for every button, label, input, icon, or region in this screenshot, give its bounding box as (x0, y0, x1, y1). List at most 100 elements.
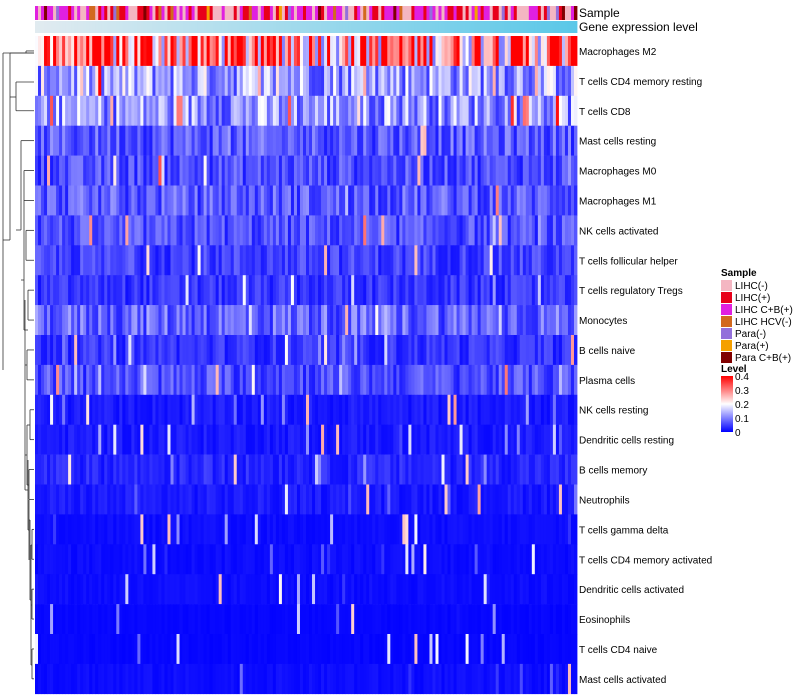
heatmap-cell (50, 424, 54, 455)
heatmap-cell (101, 245, 105, 276)
heatmap-cell (558, 185, 563, 216)
heatmap-cell (134, 95, 138, 126)
heatmap-cell (236, 364, 241, 396)
heatmap-cell (212, 245, 217, 276)
heatmap-cell (534, 424, 539, 455)
heatmap-cell (471, 604, 476, 635)
heatmap-cell (215, 275, 220, 306)
heatmap-cell (360, 454, 364, 485)
heatmap-cell (414, 185, 418, 216)
heatmap-cell (510, 454, 515, 485)
heatmap-cell (134, 364, 138, 396)
heatmap-cell (513, 424, 518, 455)
heatmap-cell (77, 484, 81, 515)
heatmap-cell (516, 364, 521, 396)
gene-expression-cell (65, 21, 69, 33)
heatmap-cell (492, 663, 497, 695)
heatmap-cell (306, 36, 310, 67)
heatmap-cell (161, 604, 165, 635)
heatmap-cell (299, 65, 304, 97)
heatmap-cell (158, 424, 162, 455)
heatmap-cell (516, 215, 521, 246)
heatmap-cell (393, 514, 397, 545)
heatmap-cell (50, 65, 54, 97)
heatmap-cell (543, 514, 548, 545)
heatmap-cell (203, 634, 208, 665)
heatmap-cell (41, 335, 45, 366)
heatmap-cell (375, 305, 379, 336)
heatmap-cell (41, 215, 45, 246)
heatmap-cell (546, 185, 551, 216)
heatmap-cell (293, 514, 298, 545)
heatmap-cell (519, 634, 524, 665)
sample-annotation-cell (471, 6, 476, 20)
heatmap-cell (128, 424, 132, 455)
heatmap-cell (293, 634, 298, 665)
heatmap-cell (278, 245, 283, 276)
heatmap-cell (558, 394, 563, 425)
heatmap-cell (345, 663, 349, 695)
gene-expression-cell (170, 21, 174, 33)
heatmap-cell (89, 275, 93, 306)
heatmap-cell (275, 394, 280, 425)
gene-expression-cell (275, 21, 280, 33)
heatmap-cell (236, 125, 241, 156)
heatmap-cell (56, 424, 60, 455)
heatmap-cell (411, 544, 415, 575)
heatmap-cell (351, 634, 355, 665)
heatmap-cell (284, 245, 289, 276)
heatmap-cell (194, 364, 198, 396)
heatmap-cell (381, 484, 385, 515)
heatmap-cell (333, 663, 337, 695)
heatmap-cell (158, 215, 162, 246)
heatmap-cell (266, 663, 271, 695)
heatmap-cell (462, 245, 466, 276)
heatmap-cell (468, 514, 473, 545)
heatmap-cell (441, 424, 445, 455)
heatmap-cell (441, 125, 445, 156)
heatmap-cell (306, 394, 310, 425)
heatmap-cell (522, 155, 527, 186)
heatmap-cell (257, 185, 262, 216)
gene-expression-cell (182, 21, 186, 33)
heatmap-cell (372, 484, 376, 515)
heatmap-cell (203, 65, 208, 97)
heatmap-cell (531, 245, 536, 276)
heatmap-cell (92, 394, 96, 425)
heatmap-cell (38, 335, 42, 366)
heatmap-cell (146, 245, 150, 276)
heatmap-cell (387, 65, 391, 97)
heatmap-cell (218, 574, 223, 605)
heatmap-cell (269, 663, 274, 695)
heatmap-cell (486, 544, 491, 575)
heatmap-cell (510, 245, 515, 276)
heatmap-cell (336, 275, 340, 306)
heatmap-cell (564, 125, 569, 156)
heatmap-cell (495, 574, 500, 605)
heatmap-cell (450, 514, 454, 545)
heatmap-cell (447, 454, 451, 485)
heatmap-cell (98, 36, 102, 67)
row-label: T cells gamma delta (579, 525, 669, 536)
heatmap-cell (336, 454, 340, 485)
heatmap-cell (405, 335, 409, 366)
heatmap-cell (384, 185, 388, 216)
heatmap-cell (227, 634, 232, 665)
gene-expression-cell (200, 21, 205, 33)
heatmap-cell (519, 65, 524, 97)
heatmap-cell (339, 454, 343, 485)
heatmap-cell (221, 663, 226, 695)
heatmap-cell (522, 484, 527, 515)
heatmap-cell (116, 484, 120, 515)
heatmap-cell (293, 604, 298, 635)
heatmap-cell (441, 36, 445, 67)
heatmap-cell (218, 514, 223, 545)
heatmap-cell (71, 215, 75, 246)
sample-legend-label: Para(+) (735, 341, 769, 352)
heatmap-cell (441, 394, 445, 425)
heatmap-cell (215, 125, 220, 156)
heatmap-cell (203, 394, 208, 425)
heatmap-cell (453, 36, 457, 67)
heatmap-cell (245, 125, 250, 156)
heatmap-cell (146, 125, 150, 156)
